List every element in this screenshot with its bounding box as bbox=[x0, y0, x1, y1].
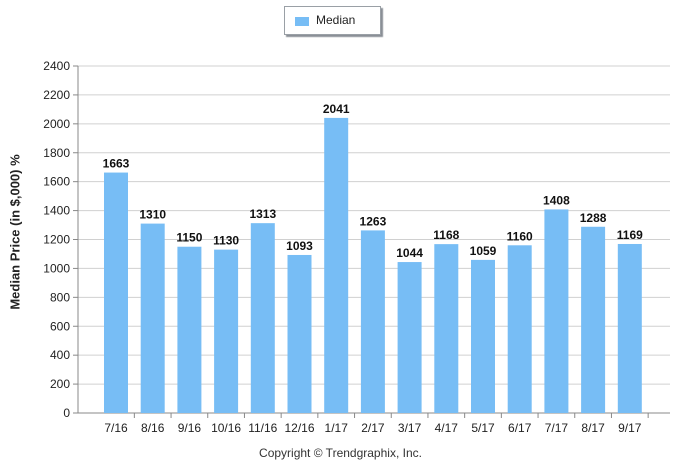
x-tick-label: 10/16 bbox=[211, 421, 241, 435]
bar bbox=[287, 254, 312, 413]
legend-swatch bbox=[295, 17, 309, 26]
x-tick-label: 1/17 bbox=[325, 421, 349, 435]
data-label: 1313 bbox=[249, 207, 276, 221]
bar bbox=[434, 244, 459, 413]
data-label: 1168 bbox=[433, 228, 459, 242]
y-tick-label: 2400 bbox=[43, 59, 70, 73]
bar bbox=[250, 223, 275, 413]
legend-label: Median bbox=[316, 13, 356, 27]
bar bbox=[214, 249, 239, 413]
bar bbox=[507, 245, 532, 413]
x-tick-label: 7/17 bbox=[545, 421, 569, 435]
bar bbox=[360, 230, 385, 413]
x-tick-label: 6/17 bbox=[508, 421, 532, 435]
x-tick-label: 2/17 bbox=[361, 421, 385, 435]
x-tick-label: 7/16 bbox=[104, 421, 128, 435]
data-label: 1160 bbox=[507, 229, 533, 243]
data-label: 1059 bbox=[470, 244, 497, 258]
x-tick-label: 4/17 bbox=[435, 421, 459, 435]
data-label: 1130 bbox=[213, 234, 239, 248]
bar bbox=[140, 223, 165, 413]
x-tick-label: 9/16 bbox=[178, 421, 202, 435]
copyright-text: Copyright © Trendgraphix, Inc. bbox=[259, 446, 422, 460]
bar bbox=[581, 226, 606, 413]
bar bbox=[617, 243, 642, 413]
y-tick-label: 1800 bbox=[43, 146, 70, 160]
bar bbox=[397, 262, 422, 413]
y-tick-label: 0 bbox=[63, 406, 70, 420]
x-tick-label: 12/16 bbox=[284, 421, 314, 435]
data-label: 1150 bbox=[176, 231, 202, 245]
y-tick-label: 800 bbox=[50, 290, 70, 304]
data-label: 1663 bbox=[103, 157, 130, 171]
y-tick-label: 1600 bbox=[43, 175, 70, 189]
y-tick-label: 600 bbox=[50, 319, 70, 333]
data-label: 1288 bbox=[580, 211, 607, 225]
y-tick-label: 2000 bbox=[43, 117, 70, 131]
bar bbox=[544, 209, 569, 413]
legend: Median bbox=[284, 6, 381, 35]
bar bbox=[177, 246, 202, 413]
data-label: 1310 bbox=[139, 208, 166, 222]
x-tick-label: 9/17 bbox=[618, 421, 642, 435]
bar bbox=[471, 259, 495, 413]
data-label: 1408 bbox=[543, 193, 570, 207]
bar bbox=[104, 172, 128, 413]
x-tick-label: 5/17 bbox=[471, 421, 495, 435]
x-tick-label: 3/17 bbox=[398, 421, 422, 435]
x-tick-label: 8/16 bbox=[141, 421, 165, 435]
y-tick-label: 1200 bbox=[43, 233, 70, 247]
data-label: 1093 bbox=[286, 239, 313, 253]
data-label: 2041 bbox=[323, 102, 350, 116]
data-label: 1044 bbox=[396, 246, 423, 260]
data-label: 1263 bbox=[360, 214, 387, 228]
y-tick-label: 1400 bbox=[43, 204, 70, 218]
y-tick-label: 400 bbox=[50, 348, 70, 362]
x-tick-label: 8/17 bbox=[581, 421, 605, 435]
y-tick-label: 2200 bbox=[43, 88, 70, 102]
data-label: 1169 bbox=[617, 228, 643, 242]
x-tick-label: 11/16 bbox=[248, 421, 277, 435]
bar bbox=[324, 117, 349, 413]
y-tick-label: 1000 bbox=[43, 261, 70, 275]
y-tick-label: 200 bbox=[50, 377, 70, 391]
